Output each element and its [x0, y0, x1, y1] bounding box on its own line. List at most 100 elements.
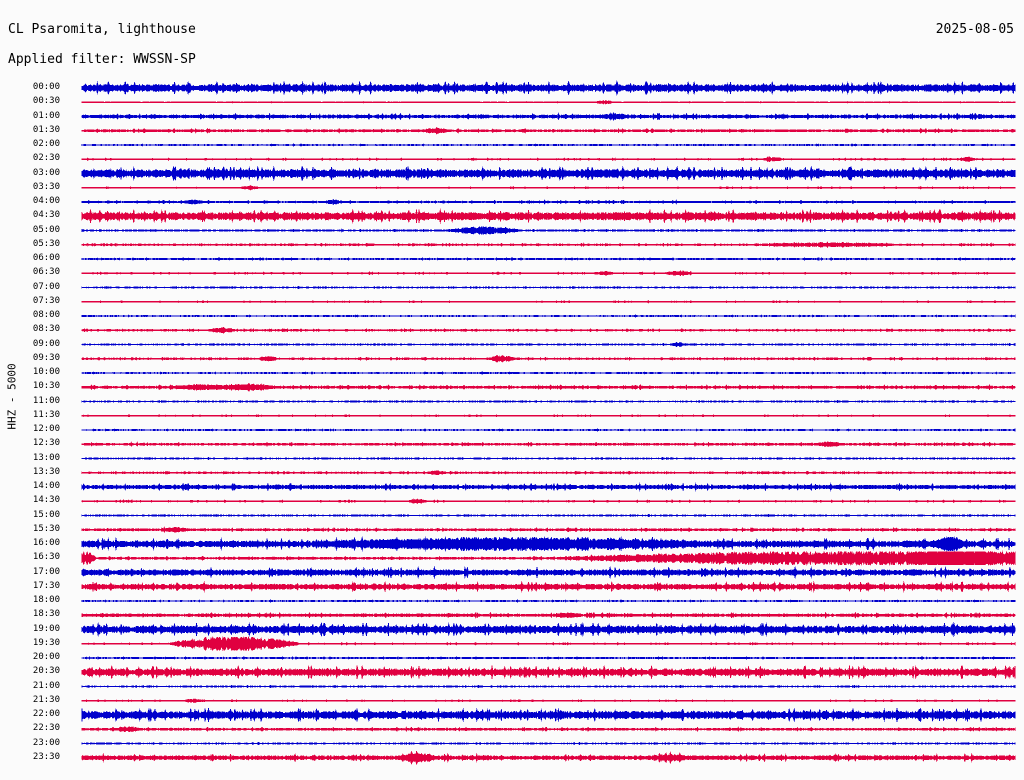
- station-title: CL Psaromita, lighthouse: [8, 22, 196, 37]
- time-tick-label: 04:00: [32, 196, 60, 206]
- trace-row: [81, 383, 1016, 392]
- trace-row: [81, 482, 1016, 492]
- time-tick-label: 01:30: [32, 124, 60, 135]
- time-tick-label: 09:00: [32, 338, 60, 349]
- trace-row: [81, 684, 1016, 689]
- time-tick-label: 23:00: [32, 737, 60, 748]
- trace-row: [81, 656, 1016, 660]
- trace-row: [81, 636, 1016, 652]
- trace-row: [81, 156, 1016, 163]
- trace-row: [81, 208, 1016, 224]
- time-tick-label: 07:30: [32, 295, 60, 306]
- trace-row: [81, 428, 1016, 432]
- time-tick-label: 02:00: [32, 139, 60, 149]
- time-tick-label: 18:30: [32, 609, 60, 620]
- time-tick-label: 16:30: [32, 552, 60, 563]
- time-tick-label: 05:00: [32, 224, 60, 235]
- time-tick-label: 19:00: [32, 623, 60, 634]
- trace-row: [81, 698, 1016, 704]
- time-tick-label: 11:30: [32, 409, 60, 420]
- trace-row: [81, 185, 1016, 191]
- time-tick-label: 21:00: [32, 680, 60, 691]
- trace-row: [81, 526, 1016, 534]
- time-tick-label: 11:00: [32, 395, 60, 406]
- trace-row: [81, 270, 1016, 277]
- trace-row: [81, 498, 1016, 504]
- trace-row: [81, 143, 1016, 147]
- trace-row: [81, 371, 1016, 375]
- trace-row: [81, 665, 1016, 680]
- time-tick-label: 10:00: [32, 367, 60, 377]
- trace-row: [81, 456, 1016, 461]
- time-tick-label: 14:30: [32, 495, 60, 506]
- trace-row: [81, 707, 1016, 723]
- trace-row: [81, 354, 1016, 363]
- trace-row: [81, 611, 1016, 619]
- time-tick-label: 20:30: [32, 666, 60, 677]
- trace-row: [81, 599, 1016, 603]
- time-tick-label: 13:30: [32, 466, 60, 477]
- time-tick-label: 23:30: [32, 751, 60, 762]
- trace-row: [81, 414, 1016, 418]
- time-tick-label: 06:30: [32, 267, 60, 278]
- trace-row: [81, 726, 1016, 733]
- trace-row: [81, 326, 1016, 334]
- trace-row: [81, 225, 1016, 236]
- time-tick-label: 03:00: [32, 167, 60, 178]
- trace-row: [81, 536, 1016, 552]
- trace-row: [81, 126, 1016, 135]
- time-tick-label: 07:00: [32, 281, 60, 292]
- time-tick-label: 00:30: [32, 96, 60, 107]
- record-date: 2025-08-05: [935, 22, 1014, 37]
- trace-row: [81, 241, 1016, 249]
- time-tick-label: 17:00: [32, 566, 60, 577]
- trace-row: [81, 80, 1016, 96]
- time-tick-label: 22:00: [32, 709, 60, 719]
- time-tick-label: 14:00: [32, 481, 60, 491]
- trace-row: [81, 513, 1016, 518]
- trace-row: [81, 550, 1016, 567]
- time-tick-label: 08:30: [32, 324, 60, 335]
- trace-row: [81, 285, 1016, 290]
- time-tick-label: 01:00: [32, 110, 60, 121]
- trace-row: [81, 300, 1016, 304]
- time-tick-label: 13:00: [32, 452, 60, 463]
- time-tick-label: 03:30: [32, 181, 60, 192]
- trace-row: [81, 470, 1016, 476]
- time-tick-label: 20:00: [32, 652, 60, 662]
- trace-row: [81, 314, 1016, 318]
- time-tick-label: 22:30: [32, 723, 60, 734]
- time-tick-label: 02:30: [32, 153, 60, 164]
- time-tick-label: 05:30: [32, 238, 60, 249]
- trace-row: [81, 199, 1016, 205]
- time-tick-label: 18:00: [32, 595, 60, 605]
- trace-row: [81, 257, 1016, 261]
- trace-row: [81, 580, 1016, 593]
- trace-row: [81, 100, 1016, 105]
- trace-row: [81, 165, 1016, 182]
- trace-row: [81, 750, 1016, 766]
- time-tick-label: 10:30: [32, 381, 60, 392]
- trace-row: [81, 741, 1016, 746]
- trace-row: [81, 399, 1016, 404]
- time-tick-label: 09:30: [32, 352, 60, 363]
- time-tick-label: 15:30: [32, 523, 60, 534]
- time-tick-label: 00:00: [32, 82, 60, 92]
- trace-row: [81, 342, 1016, 347]
- trace-row: [81, 112, 1016, 121]
- time-tick-label: 17:30: [32, 580, 60, 591]
- time-tick-label: 21:30: [32, 694, 60, 705]
- trace-row: [81, 441, 1016, 448]
- time-tick-label: 15:00: [32, 509, 60, 520]
- trace-row: [81, 565, 1016, 580]
- time-tick-label: 12:30: [32, 438, 60, 449]
- time-tick-label: 08:00: [32, 310, 60, 320]
- time-tick-label: 06:00: [32, 253, 60, 263]
- time-tick-label: 16:00: [32, 538, 60, 548]
- applied-filter-label: Applied filter: WWSSN-SP: [8, 52, 196, 67]
- time-tick-label: 12:00: [32, 424, 60, 434]
- time-tick-label: 19:30: [32, 637, 60, 648]
- trace-row: [81, 621, 1016, 638]
- time-tick-label: 04:30: [32, 210, 60, 221]
